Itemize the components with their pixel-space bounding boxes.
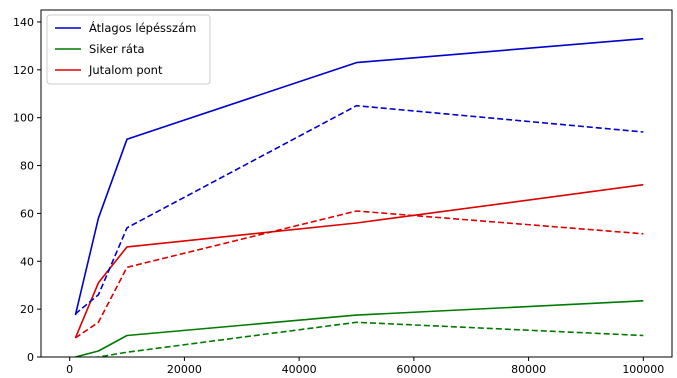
y-tick-label: 60 [20,207,34,220]
x-tick-label: 20000 [167,363,202,376]
series-line-2-solid [75,300,644,357]
plot-frame [40,9,673,358]
y-tick-label: 40 [20,255,34,268]
legend: Átlagos lépésszám Siker ráta Jutalom pont [46,14,211,85]
x-tick-label: 40000 [282,363,317,376]
series-line-4-dashed [74,104,644,315]
legend-box [46,14,211,85]
x-tick-label: 60000 [396,363,431,376]
x-tick-label: 100000 [622,363,664,376]
y-tick-label: 20 [20,303,34,316]
legend-label: Átlagos lépésszám [89,20,196,35]
axes-layer: 0 20000 40000 60000 80000 100000 0 20 40 60 80 100 1… [13,16,664,376]
y-tick-label: 80 [20,160,34,173]
series-layer [74,37,644,357]
y-tick-label: 100 [13,112,34,125]
y-tick-label: 0 [27,351,34,364]
x-tick-label: 0 [66,363,73,376]
legend-label: Jutalom pont [88,63,163,77]
x-tick-label: 80000 [511,363,546,376]
series-line-6-dashed [74,210,644,339]
series-line-1-solid [74,37,644,316]
y-tick-label: 140 [13,16,34,29]
y-tick-label: 120 [13,64,34,77]
legend-label: Siker ráta [89,42,145,56]
series-line-5-dashed [90,321,644,357]
